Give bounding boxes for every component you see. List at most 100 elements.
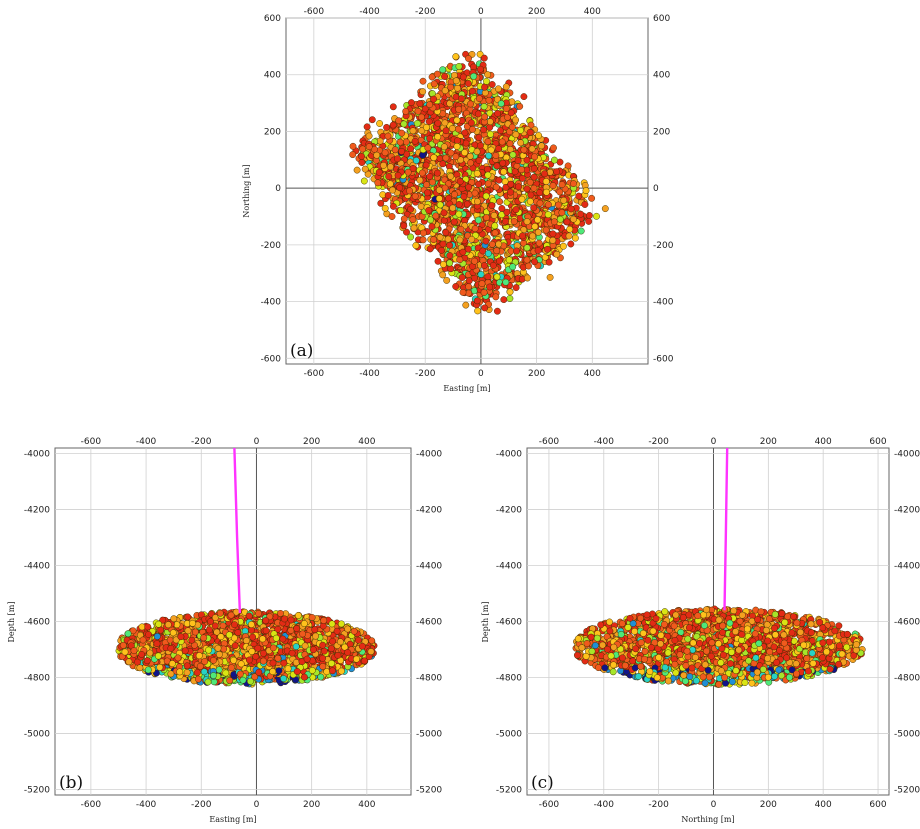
event-point <box>308 666 316 674</box>
event-point <box>154 652 162 660</box>
event-point <box>181 647 189 655</box>
event-point <box>205 626 213 634</box>
panel-b-easting-depth: -600-600-400-400-200-20000200200400400-5… <box>7 437 442 824</box>
event-point <box>534 247 542 254</box>
event-point <box>492 183 500 191</box>
event-point <box>554 201 562 209</box>
event-point <box>505 256 513 264</box>
event-point <box>242 637 250 645</box>
event-point <box>512 206 520 214</box>
event-point <box>465 289 473 297</box>
event-point <box>124 630 132 638</box>
event-point <box>558 209 566 217</box>
panel-a-plan-view: -600-600-400-400-200-20000200200400400-6… <box>242 7 674 393</box>
event-point <box>215 650 223 658</box>
event-point <box>358 159 366 166</box>
x-tick-label-top: -200 <box>191 437 212 447</box>
event-point <box>200 634 208 642</box>
event-point <box>530 204 538 212</box>
panel-a-grid <box>286 17 648 364</box>
event-point <box>216 609 224 617</box>
event-point <box>541 170 549 178</box>
event-point <box>262 617 270 625</box>
event-point <box>484 71 492 79</box>
event-point <box>550 218 558 226</box>
event-point <box>468 87 476 95</box>
event-point <box>481 304 489 312</box>
event-point <box>317 673 325 681</box>
event-point <box>430 80 438 88</box>
event-point <box>550 144 557 152</box>
event-point <box>293 668 301 675</box>
event-point <box>344 625 352 633</box>
event-point <box>301 642 309 650</box>
event-point <box>514 157 522 165</box>
event-point <box>534 228 542 236</box>
event-point <box>419 236 427 244</box>
event-point <box>457 95 465 103</box>
event-point <box>403 228 410 236</box>
event-point <box>284 665 292 673</box>
event-point <box>363 123 371 131</box>
event-point <box>344 649 352 656</box>
event-point <box>460 193 468 201</box>
event-point <box>459 248 467 256</box>
event-point <box>502 217 509 225</box>
event-point <box>143 657 151 665</box>
event-point <box>485 152 493 160</box>
event-point <box>389 202 397 210</box>
event-point <box>513 247 521 255</box>
x-tick-label-top: 200 <box>303 437 320 447</box>
event-point <box>391 146 399 154</box>
event-point <box>230 656 238 664</box>
y-tick-label-right: -4200 <box>416 506 442 516</box>
event-point <box>519 232 526 240</box>
event-point <box>170 615 178 623</box>
event-point <box>442 229 450 236</box>
x-tick-label-bottom: 0 <box>254 800 260 810</box>
event-point <box>570 215 577 223</box>
x-tick-label-bottom: 400 <box>584 369 601 379</box>
event-point <box>490 211 498 219</box>
event-point <box>375 168 383 176</box>
event-point <box>455 210 463 218</box>
event-point <box>328 659 335 667</box>
panel-c-northing-depth: -600-600-400-400-200-2000020020040040060… <box>481 437 920 824</box>
event-point <box>531 223 539 230</box>
event-point <box>376 120 384 127</box>
event-point <box>394 155 401 163</box>
event-point <box>210 672 217 679</box>
event-point <box>556 215 564 223</box>
x-tick-label-top: 0 <box>254 437 260 447</box>
event-point <box>389 186 396 194</box>
event-point <box>507 188 514 196</box>
event-point <box>365 143 373 151</box>
event-point <box>530 165 538 173</box>
event-point <box>439 240 447 248</box>
event-point <box>411 137 419 145</box>
event-point <box>434 133 442 141</box>
event-point <box>434 119 442 127</box>
event-point <box>220 645 228 653</box>
event-point <box>445 194 453 202</box>
event-point <box>374 179 382 187</box>
event-point <box>567 205 575 213</box>
event-point <box>508 123 516 131</box>
event-point <box>215 666 223 674</box>
y-tick-label-right: -4600 <box>416 618 442 628</box>
event-point <box>536 199 544 207</box>
event-point <box>236 670 244 678</box>
event-point <box>582 187 590 195</box>
event-point <box>436 201 444 209</box>
event-point <box>571 234 579 242</box>
y-tick-label-left: -4200 <box>24 506 50 516</box>
y-tick-label-right: -5000 <box>416 729 442 739</box>
event-point <box>225 631 233 639</box>
event-point <box>428 223 436 231</box>
event-point <box>546 273 554 281</box>
event-point <box>309 646 317 654</box>
event-point <box>447 265 455 273</box>
event-point <box>432 212 440 220</box>
event-point <box>157 626 165 634</box>
